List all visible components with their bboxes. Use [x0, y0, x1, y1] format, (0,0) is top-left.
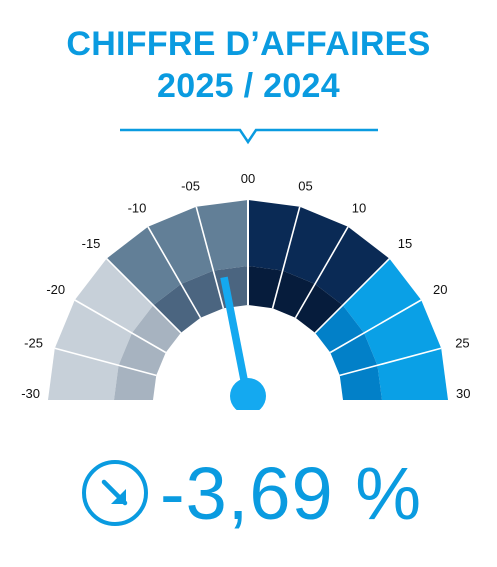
gauge-needle — [220, 276, 250, 391]
gauge-tick-label: -15 — [82, 236, 101, 251]
gauge-segment — [342, 258, 422, 333]
gauge-segment-inner — [295, 283, 343, 333]
gauge-divider-line — [339, 347, 442, 377]
gauge-divider-line — [147, 226, 202, 319]
gauge-segment-inner — [315, 305, 365, 353]
chevron-divider-icon — [120, 128, 378, 145]
gauge-segment — [364, 300, 442, 366]
gauge-segment — [315, 226, 390, 306]
gauge-segment-inner — [114, 365, 157, 400]
gauge-segment-inner — [272, 270, 315, 318]
gauge-tick-label: 25 — [455, 336, 469, 351]
gauge-tick-label: 10 — [352, 201, 366, 216]
gauge-divider-line — [195, 206, 225, 309]
gauge-segment-inner — [131, 305, 181, 353]
gauge-tick-label: -30 — [21, 386, 40, 401]
gauge-divider-line — [74, 299, 167, 354]
gauge-segment — [148, 206, 214, 284]
gauge-divider-line — [329, 299, 422, 354]
gauge-segment-inner — [213, 266, 248, 309]
gauge-segment-inner — [248, 266, 283, 309]
gauge-segment — [106, 226, 181, 306]
gauge-divider-line — [271, 206, 301, 309]
gauge-tick-label: 00 — [241, 171, 255, 186]
gauge-tick-label: -20 — [46, 282, 65, 297]
title-line-2: 2025 / 2024 — [157, 67, 340, 105]
gauge-segment-inner — [330, 333, 378, 376]
gauge-divider-line — [106, 258, 182, 334]
gauge-tick-label: 05 — [298, 179, 312, 194]
gauge-segment-inner — [181, 270, 224, 318]
gauge-tick-label: -05 — [181, 179, 200, 194]
gauge-segment — [74, 258, 154, 333]
arrow-down-right-circle-icon — [82, 460, 148, 526]
gauge-tick-label: -25 — [24, 336, 43, 351]
gauge-segment — [282, 206, 348, 284]
gauge-tick-label: 15 — [398, 236, 412, 251]
gauge-segment-inner — [153, 283, 201, 333]
gauge-chart: -30 -25 -20 -15 -10 -05 00 05 10 15 20 25 30 — [21, 171, 470, 410]
gauge-segment-inner — [339, 365, 382, 400]
title-line-1: CHIFFRE D’AFFAIRES — [66, 25, 431, 63]
gauge-tick-label: 30 — [456, 386, 470, 401]
gauge-divider-line — [294, 226, 349, 319]
gauge-tick-label: -10 — [128, 201, 147, 216]
gauge-segment-inner — [118, 333, 166, 376]
result-row: -3,69 % — [0, 444, 497, 544]
gauge-tick-label: 20 — [433, 282, 447, 297]
gauge-segment — [54, 300, 132, 366]
gauge-divider-line — [314, 258, 390, 334]
gauge-divider-line — [54, 347, 157, 377]
result-value: -3,69 % — [160, 452, 423, 535]
gauge-hub — [230, 378, 266, 410]
